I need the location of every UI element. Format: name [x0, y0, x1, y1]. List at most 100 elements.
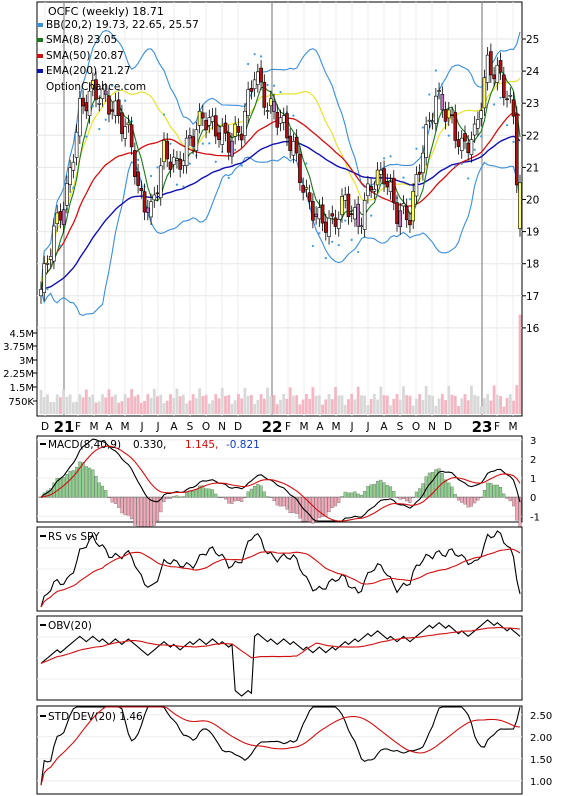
volume-bar: [385, 395, 389, 414]
candle-body: [340, 196, 344, 216]
x-axis-labels: D 21 F M A M J J A S O N D 22 F M A M J J A S O N D 23 F M: [41, 418, 518, 436]
volume-bar: [304, 394, 308, 414]
macd-hist-bar: [382, 482, 386, 498]
psar-dot: [240, 164, 243, 167]
candle-body: [178, 158, 182, 170]
volume-bar: [178, 396, 182, 414]
macd-hist-bar: [133, 497, 137, 526]
volume-tick-label: 3.75M: [3, 342, 34, 353]
macd-hist-bar: [214, 493, 218, 498]
candle-body: [275, 112, 280, 128]
psar-dot: [46, 287, 49, 291]
candle-body: [133, 150, 137, 177]
volume-bar: [330, 399, 334, 414]
volume-y-axis: 4.5M 3.75M 3M 2.25M 1.5M 750K: [3, 329, 37, 408]
psar-dot: [259, 55, 263, 58]
candle-body: [379, 169, 383, 175]
candle-body: [120, 112, 124, 134]
psar-dot: [499, 96, 502, 99]
obv-average-line: [40, 627, 521, 664]
volume-bar: [418, 394, 422, 414]
macd-legend-swatch: [40, 443, 46, 445]
candle-body: [469, 139, 474, 155]
volume-bar: [230, 403, 234, 414]
volume-tick-label: 750K: [8, 397, 34, 408]
volume-bar: [495, 394, 499, 414]
stddev-tick-label: 1.00: [530, 777, 552, 788]
x-tick-label: M: [89, 421, 98, 433]
candle-body: [395, 202, 399, 224]
candle-body: [398, 210, 403, 228]
psar-dot: [460, 162, 463, 165]
candle-body: [223, 122, 228, 134]
candle-body: [252, 79, 257, 90]
volume-bar: [444, 400, 447, 414]
x-tick-label: 23: [472, 418, 493, 436]
volume-bar: [107, 389, 111, 414]
psar-dot: [188, 162, 191, 165]
candle-body: [304, 187, 309, 190]
volume-bar: [217, 398, 221, 414]
macd-lines: [40, 438, 521, 522]
volume-bar: [470, 385, 473, 414]
volume-bar: [120, 401, 124, 414]
volume-bar: [298, 404, 302, 414]
volume-bar: [123, 394, 127, 414]
psar-dot: [311, 244, 314, 248]
x-tick-label: F: [285, 421, 291, 433]
candle-body: [87, 90, 92, 117]
macd-hist-bar: [253, 486, 257, 498]
volume-bar: [71, 402, 75, 414]
candle-body: [155, 192, 160, 195]
watermark: OptionChance.com: [46, 81, 146, 93]
volume-bar: [220, 388, 224, 414]
macd-hist-bar: [398, 497, 402, 500]
volume-bar: [237, 394, 240, 414]
psar-dot: [512, 140, 515, 143]
volume-bar: [162, 403, 166, 414]
x-tick-label: O: [412, 421, 420, 433]
candle-body: [58, 211, 63, 221]
macd-hist-bar: [120, 497, 124, 514]
candle-body: [71, 161, 76, 171]
macd-value-macd: 0.330,: [133, 439, 166, 451]
macd-hist-bar: [62, 477, 66, 498]
macd-hist-bar: [249, 488, 253, 498]
psar-dot: [91, 105, 94, 108]
price-tick-label: 18: [526, 259, 539, 271]
macd-hist-bar: [350, 492, 354, 498]
macd-hist-bar: [256, 483, 260, 498]
volume-bar: [94, 402, 98, 414]
volume-bar: [152, 388, 156, 414]
psar-dot: [247, 62, 250, 66]
x-tick-label: S: [187, 421, 194, 433]
candle-body: [511, 99, 516, 117]
psar-dot: [272, 84, 276, 87]
legend-swatch-sma50: [37, 54, 43, 58]
psar-dot: [441, 83, 444, 86]
volume-bar: [415, 398, 418, 414]
candle-body: [129, 124, 134, 148]
candle-body: [233, 123, 237, 137]
volume-tick-label: 1.5M: [9, 383, 34, 394]
candle-body: [466, 142, 471, 153]
bb-upper-line: [40, 30, 521, 290]
candle-body: [204, 120, 208, 131]
volume-bar: [486, 394, 490, 414]
psar-dot: [428, 93, 431, 96]
psar-dot: [214, 160, 217, 163]
volume-bar: [139, 402, 143, 414]
psar-dot: [382, 157, 386, 160]
obv-lines: [40, 619, 521, 697]
macd-hist-bar: [204, 488, 208, 498]
legend-swatch-sma8: [37, 38, 43, 42]
x-tick-label: M: [299, 421, 308, 433]
candle-body: [417, 171, 422, 175]
volume-bar: [482, 398, 486, 414]
volume-bar: [49, 402, 53, 414]
volume-bar: [185, 403, 189, 414]
candle-body: [55, 212, 59, 225]
macd-hist-bar: [130, 497, 134, 520]
candle-body: [103, 90, 108, 95]
rs-legend-swatch: [40, 535, 46, 537]
